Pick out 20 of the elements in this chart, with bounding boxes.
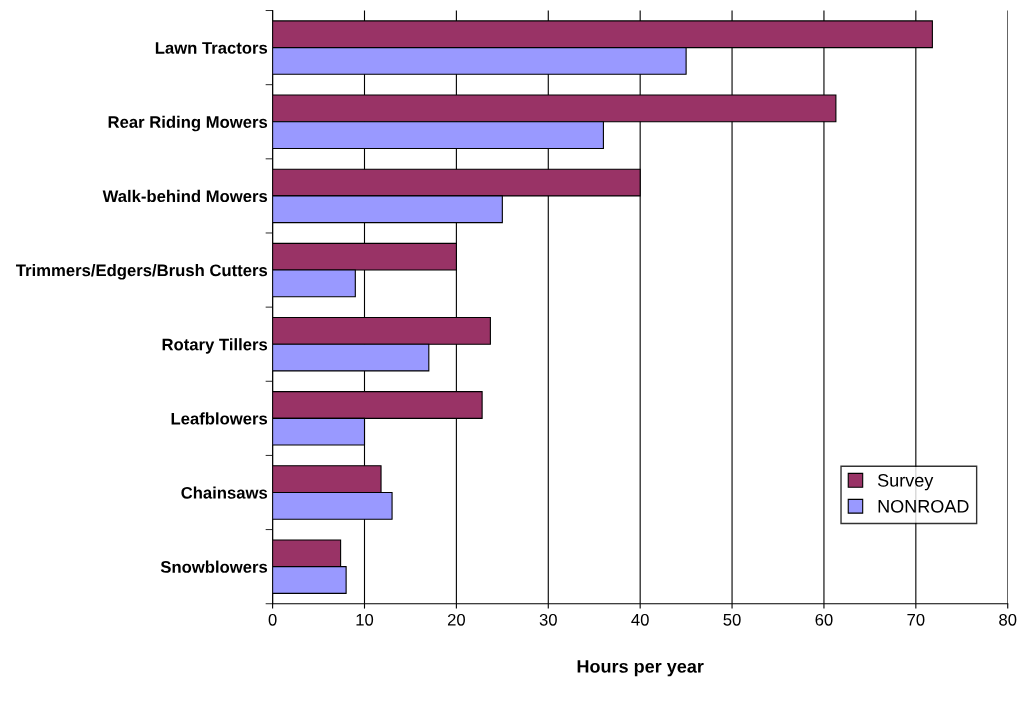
x-tick-label: 70 xyxy=(907,613,925,626)
x-tick-label: 50 xyxy=(723,613,741,626)
x-tick-label: 20 xyxy=(447,613,466,626)
y-tick-label: Chainsaws xyxy=(181,486,268,499)
legend-label: NONROAD xyxy=(878,499,969,513)
legend-label: Survey xyxy=(877,473,934,491)
x-axis-title: Hours per year xyxy=(577,660,704,677)
x-tick-label: 60 xyxy=(815,613,833,626)
y-tick-label: Leafblowers xyxy=(171,412,268,425)
y-tick-label: Lawn Tractors xyxy=(155,42,268,54)
x-tick-label: 0 xyxy=(268,613,277,626)
x-tick-label: 40 xyxy=(631,613,649,626)
y-tick-label: Trimmers/Edgers/Brush Cutters xyxy=(16,264,268,280)
y-tick-label: Rotary Tillers xyxy=(162,338,268,354)
y-tick-label: Snowblowers xyxy=(160,560,268,573)
y-tick-label: Rear Riding Mowers xyxy=(108,115,268,132)
y-tick-label: Walk-behind Mowers xyxy=(102,189,268,203)
x-tick-label: 80 xyxy=(999,613,1017,626)
x-tick-label: 30 xyxy=(539,613,557,626)
x-tick-label: 10 xyxy=(356,613,374,626)
